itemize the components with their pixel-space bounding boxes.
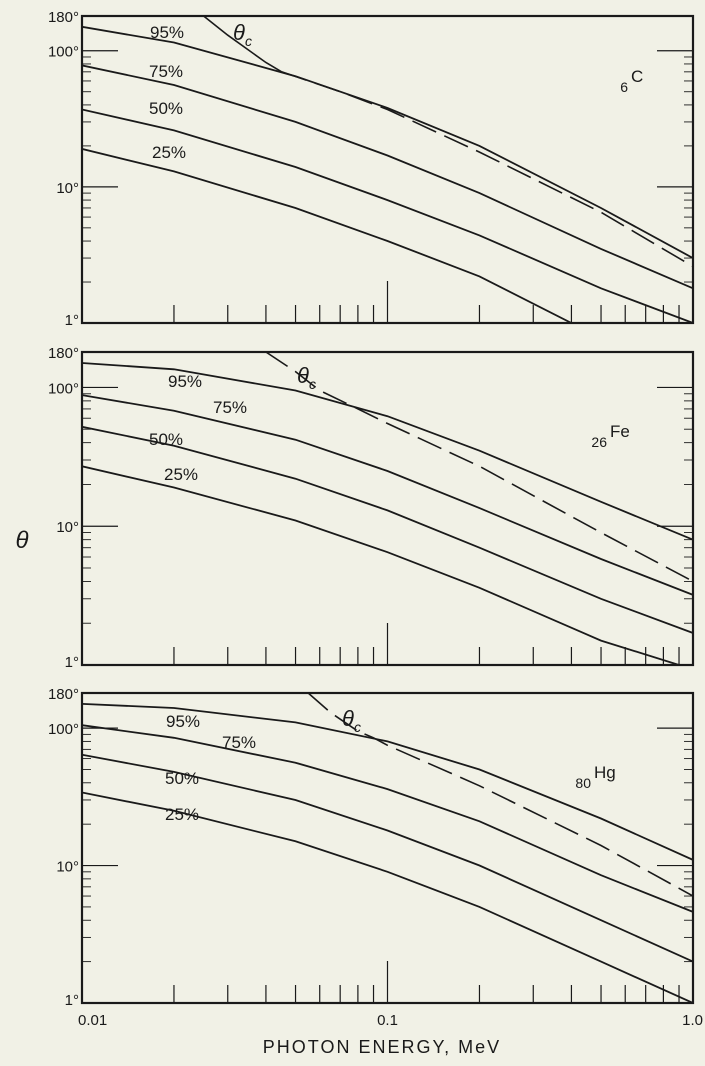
series-group <box>82 16 693 323</box>
panel-frame <box>80 350 695 667</box>
y-tick-label: 100° <box>48 44 79 61</box>
series-50-percent <box>82 108 693 323</box>
series-75-percent <box>82 394 693 596</box>
y-tick-label: 1° <box>65 654 79 671</box>
element-number: 26 <box>591 434 607 450</box>
x-axis-label: PHOTON ENERGY, MeV <box>263 1037 501 1057</box>
series-theta-c <box>265 352 693 583</box>
x-tick-label: 0.01 <box>78 1012 107 1029</box>
series-95-percent <box>82 25 693 259</box>
series-label-theta-c: θc <box>297 363 316 392</box>
y-tick-label: 180° <box>48 345 79 362</box>
series-theta-c <box>307 693 693 897</box>
series-95-percent <box>82 362 693 541</box>
x-tick-label: 0.1 <box>377 1012 398 1029</box>
series-label: 95% <box>168 372 202 391</box>
series-label: 75% <box>149 62 183 81</box>
x-tick-label: 1.0 <box>682 1012 703 1029</box>
y-tick-label: 100° <box>48 380 79 397</box>
series-label-subscript: c <box>245 33 252 49</box>
series-50-percent <box>82 753 693 963</box>
series-label: 75% <box>222 733 256 752</box>
series-75-percent <box>82 724 693 913</box>
y-tick-label: 10° <box>56 519 79 536</box>
series-50-percent <box>82 425 693 634</box>
y-tick-label: 180° <box>48 9 79 26</box>
series-label: 25% <box>165 805 199 824</box>
series-label: 95% <box>166 712 200 731</box>
series-label: 50% <box>149 99 183 118</box>
chart-panels: 180° 100° 10° 1° 95% 75% 50% 25% θc 6C 180° 100° 10°… <box>48 9 695 1009</box>
series-25-percent <box>82 791 693 1003</box>
series-label-subscript: c <box>354 719 361 735</box>
series-label: 95% <box>150 23 184 42</box>
series-label-theta-c: θc <box>342 706 361 735</box>
y-tick-label: 1° <box>65 992 79 1009</box>
y-axis-label: θ <box>15 527 28 554</box>
series-group <box>82 693 693 1003</box>
y-tick-label: 10° <box>56 859 79 876</box>
series-label: 25% <box>164 465 198 484</box>
y-tick-label: 100° <box>48 721 79 738</box>
series-label: 75% <box>213 398 247 417</box>
element-symbol: Fe <box>610 422 630 441</box>
element-number: 80 <box>575 775 591 791</box>
series-theta-c-solid <box>203 16 283 73</box>
y-tick-label: 10° <box>56 180 79 197</box>
y-tick-label: 1° <box>65 312 79 329</box>
series-25-percent <box>82 465 680 665</box>
series-label-subscript: c <box>309 376 316 392</box>
series-label: 50% <box>165 769 199 788</box>
element-symbol: Hg <box>594 763 616 782</box>
panel-c: 180° 100° 10° 1° 95% 75% 50% 25% θc 6C <box>48 9 695 329</box>
series-label: 50% <box>149 430 183 449</box>
series-label-theta-c: θc <box>233 20 252 49</box>
series-group <box>82 352 693 665</box>
element-number: 6 <box>620 79 628 95</box>
series-25-percent <box>82 148 572 323</box>
series-label: 25% <box>152 143 186 162</box>
series-95-percent <box>82 703 693 861</box>
series-theta-c-dashed <box>281 71 693 268</box>
panel-frame <box>80 691 695 1005</box>
element-symbol: C <box>631 67 643 86</box>
series-75-percent <box>82 64 693 290</box>
panel-frame <box>80 14 695 325</box>
y-tick-label: 180° <box>48 686 79 703</box>
